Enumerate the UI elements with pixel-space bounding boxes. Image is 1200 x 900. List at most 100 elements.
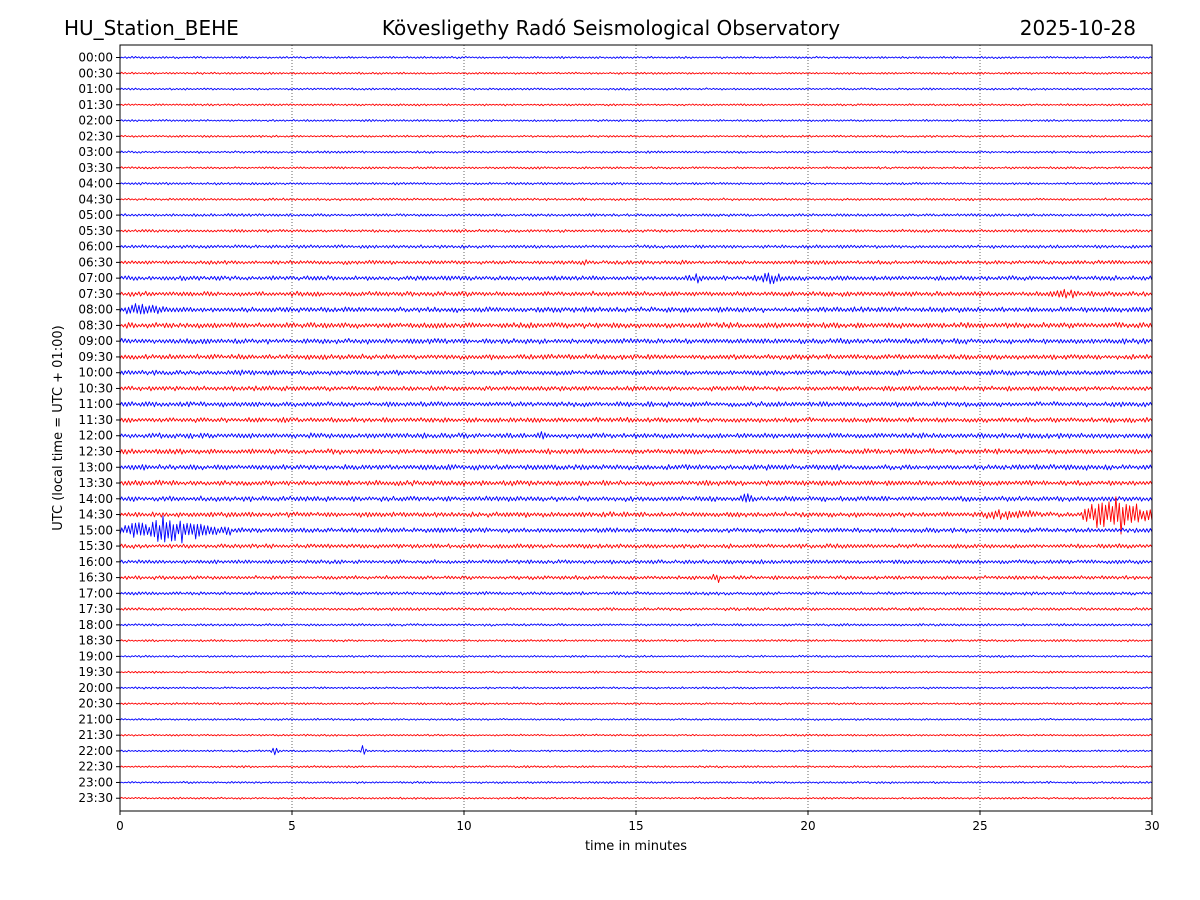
y-tick-label: 06:00 [78, 240, 113, 254]
trace-1130 [119, 416, 1153, 424]
y-tick-label: 15:30 [78, 539, 113, 553]
y-tick-label: 12:30 [78, 445, 113, 459]
trace-0530 [119, 228, 1153, 233]
station-name: HU_Station_BEHE [64, 16, 239, 40]
y-tick-label: 22:30 [78, 760, 113, 774]
trace-0200 [119, 119, 1153, 123]
y-tick-label: 02:00 [78, 114, 113, 128]
trace-2030 [119, 702, 1153, 706]
y-tick-label: 10:30 [78, 381, 113, 395]
y-tick-label: 02:30 [78, 129, 113, 143]
trace-1500 [119, 515, 1153, 544]
trace-2130 [119, 733, 1153, 737]
y-tick-label: 18:00 [78, 618, 113, 632]
seismogram-traces [119, 55, 1153, 800]
y-tick-label: 17:00 [78, 586, 113, 600]
y-tick-label: 16:30 [78, 571, 113, 585]
trace-0030 [119, 71, 1153, 75]
trace-1300 [119, 463, 1153, 471]
y-tick-label: 14:00 [78, 492, 113, 506]
y-tick-label: 21:00 [78, 712, 113, 726]
x-tick-label: 30 [1144, 819, 1159, 833]
trace-0000 [119, 55, 1153, 60]
y-tick-label: 09:00 [78, 334, 113, 348]
x-tick-label: 15 [628, 819, 643, 833]
trace-0800 [119, 303, 1153, 315]
y-tick-label: 07:00 [78, 271, 113, 285]
y-tick-label: 19:00 [78, 649, 113, 663]
y-tick-label: 00:30 [78, 66, 113, 80]
y-tick-label: 10:00 [78, 366, 113, 380]
y-tick-label: 04:00 [78, 177, 113, 191]
y-tick-label: 20:00 [78, 681, 113, 695]
trace-2230 [119, 765, 1153, 769]
y-tick-label: 05:30 [78, 224, 113, 238]
trace-1930 [119, 670, 1153, 674]
x-tick-label: 25 [972, 819, 987, 833]
trace-0300 [119, 150, 1153, 154]
trace-2000 [119, 686, 1153, 690]
y-axis-label: UTC (local time = UTC + 01:00) [51, 325, 66, 530]
trace-0600 [119, 244, 1153, 249]
plot-frame [119, 44, 1153, 812]
trace-0630 [119, 259, 1153, 266]
trace-2330 [119, 796, 1153, 800]
trace-1600 [119, 559, 1153, 565]
y-tick-label: 17:30 [78, 602, 113, 616]
y-tick-label: 20:30 [78, 697, 113, 711]
y-tick-label: 09:30 [78, 350, 113, 364]
trace-1400 [119, 493, 1153, 503]
x-tick-label: 0 [116, 819, 124, 833]
trace-1030 [119, 385, 1153, 392]
trace-1530 [119, 543, 1153, 549]
y-tick-label: 08:30 [78, 318, 113, 332]
y-tick-label: 04:30 [78, 192, 113, 206]
y-tick-label: 16:00 [78, 555, 113, 569]
y-tick-label: 15:00 [78, 523, 113, 537]
y-tick-label: 01:00 [78, 82, 113, 96]
observatory-title: Kövesligethy Radó Seismological Observat… [382, 16, 840, 40]
trace-1900 [119, 654, 1153, 659]
trace-2300 [119, 780, 1153, 785]
trace-0400 [119, 181, 1153, 186]
y-tick-label: 22:00 [78, 744, 113, 758]
x-tick-labels: 0 5 10 15 20 25 30 [116, 811, 1160, 833]
y-tick-label: 12:00 [78, 429, 113, 443]
trace-1430 [119, 496, 1153, 535]
trace-0430 [119, 197, 1153, 202]
trace-2100 [119, 717, 1153, 721]
y-tick-label: 14:30 [78, 508, 113, 522]
trace-0700 [119, 272, 1153, 285]
y-tick-label: 21:30 [78, 728, 113, 742]
x-axis-label: time in minutes [585, 839, 687, 854]
y-tick-label: 11:00 [78, 397, 113, 411]
trace-0100 [119, 87, 1153, 91]
trace-0730 [119, 288, 1153, 299]
trace-1730 [119, 607, 1153, 612]
grid-lines [291, 45, 981, 811]
y-tick-label: 05:00 [78, 208, 113, 222]
y-tick-label: 11:30 [78, 413, 113, 427]
trace-1700 [119, 591, 1153, 596]
trace-1200 [119, 431, 1153, 440]
y-tick-label: 00:00 [78, 51, 113, 65]
y-tick-label: 08:00 [78, 303, 113, 317]
y-tick-label: 13:30 [78, 476, 113, 490]
y-tick-label: 18:30 [78, 634, 113, 648]
x-tick-label: 10 [456, 819, 471, 833]
trace-2200 [119, 745, 1153, 756]
x-tick-label: 20 [800, 819, 815, 833]
trace-0130 [119, 103, 1153, 107]
trace-0930 [119, 353, 1153, 361]
y-tick-label: 03:30 [78, 161, 113, 175]
y-tick-label: 23:30 [78, 791, 113, 805]
trace-1630 [119, 573, 1153, 584]
trace-1100 [119, 401, 1153, 408]
y-tick-label: 19:30 [78, 665, 113, 679]
trace-0330 [119, 166, 1153, 170]
trace-1330 [119, 479, 1153, 487]
y-tick-label: 06:30 [78, 255, 113, 269]
y-tick-label: 01:30 [78, 98, 113, 112]
